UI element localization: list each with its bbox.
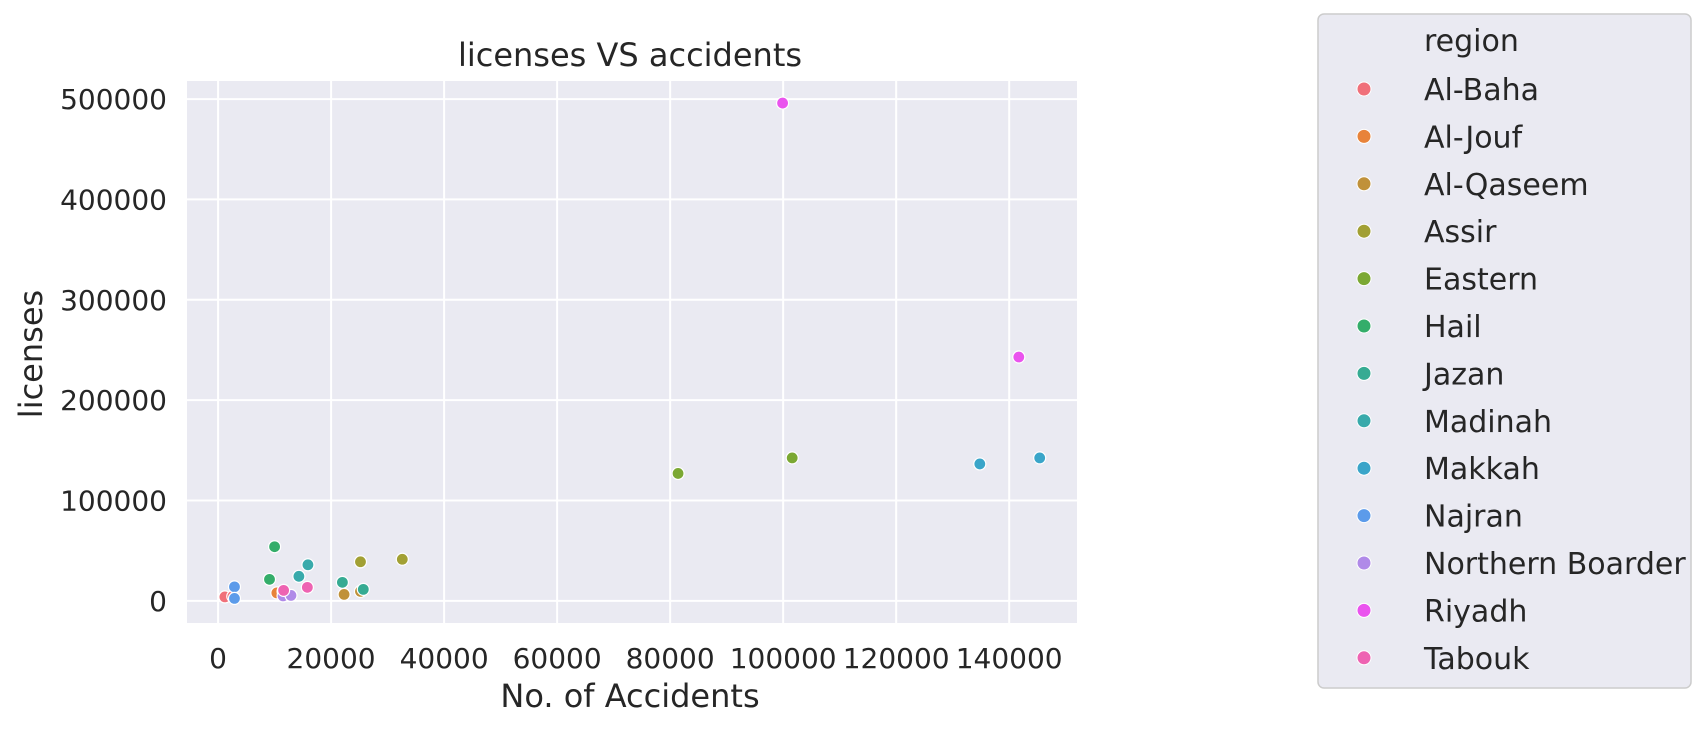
point-al-qaseem (337, 587, 351, 601)
chart-title: licenses VS accidents (458, 36, 802, 74)
legend-marker-northern-boarder (1356, 555, 1372, 571)
legend-title: region (1424, 24, 1519, 59)
x-tick-label: 100000 (730, 642, 837, 675)
legend-marker-al-baha (1356, 81, 1372, 97)
y-tick-label: 300000 (60, 284, 167, 317)
y-tick-label: 100000 (60, 485, 167, 518)
x-tick-label: 120000 (843, 642, 950, 675)
legend-label-eastern: Eastern (1424, 263, 1538, 298)
point-najran (227, 591, 242, 606)
legend-label-madinah: Madinah (1424, 405, 1552, 440)
legend-label-makkah: Makkah (1424, 452, 1540, 487)
point-riyadh (1012, 350, 1026, 364)
plot-background (187, 81, 1077, 623)
point-assir (395, 552, 409, 566)
legend-label-al-baha: Al-Baha (1424, 73, 1539, 108)
x-tick-label: 40000 (400, 642, 489, 675)
legend-label-hail: Hail (1424, 310, 1482, 345)
point-makkah (973, 457, 987, 471)
legend-label-tabouk: Tabouk (1423, 642, 1530, 677)
legend-marker-madinah (1356, 413, 1372, 429)
legend: region Al-Baha Al-Jouf Al-Qaseem Assir Easte… (1317, 13, 1692, 689)
legend-label-najran: Najran (1424, 500, 1523, 535)
point-riyadh (775, 96, 790, 110)
x-tick-label: 60000 (513, 642, 602, 675)
point-hail (267, 540, 282, 554)
legend-marker-eastern (1356, 271, 1372, 287)
legend-marker-hail (1356, 318, 1372, 334)
y-tick-label: 400000 (60, 183, 167, 216)
point-tabouk (277, 583, 291, 597)
legend-marker-al-jouf (1356, 128, 1372, 144)
x-axis-label: No. of Accidents (500, 677, 759, 715)
legend-label-riyadh: Riyadh (1424, 594, 1527, 629)
legend-label-northern-boarder: Northern Boarder (1424, 547, 1686, 582)
legend-label-al-qaseem: Al-Qaseem (1424, 168, 1589, 203)
point-eastern (671, 466, 685, 481)
point-jazan (356, 582, 370, 596)
y-axis-label: licenses (12, 290, 50, 418)
point-hail (262, 572, 277, 586)
legend-frame (1317, 13, 1692, 689)
point-madinah (301, 558, 315, 572)
x-tick-label: 140000 (956, 642, 1063, 675)
legend-marker-assir (1356, 223, 1372, 239)
point-jazan (335, 575, 349, 589)
point-tabouk (300, 580, 314, 594)
x-tick-label: 80000 (626, 642, 715, 675)
legend-marker-jazan (1356, 365, 1372, 381)
point-assir (353, 555, 368, 569)
point-najran (227, 580, 242, 594)
y-tick-label: 200000 (60, 384, 167, 417)
y-tick-label: 0 (149, 585, 167, 618)
legend-label-jazan: Jazan (1422, 357, 1504, 392)
legend-label-al-jouf: Al-Jouf (1424, 120, 1524, 155)
plot-layer: 0 20000 40000 60000 80000 100000 120000 1400000… (60, 81, 1077, 675)
y-tick-label: 500000 (60, 83, 167, 116)
legend-marker-tabouk (1356, 650, 1372, 666)
legend-marker-najran (1356, 508, 1372, 524)
legend-marker-al-qaseem (1356, 176, 1372, 192)
legend-marker-makkah (1356, 460, 1372, 476)
point-makkah (1033, 451, 1047, 465)
legend-label-assir: Assir (1424, 215, 1497, 250)
x-tick-label: 20000 (287, 642, 376, 675)
x-tick-label: 0 (209, 642, 227, 675)
point-madinah (292, 569, 306, 583)
legend-marker-riyadh (1356, 602, 1372, 618)
point-eastern (785, 451, 799, 465)
